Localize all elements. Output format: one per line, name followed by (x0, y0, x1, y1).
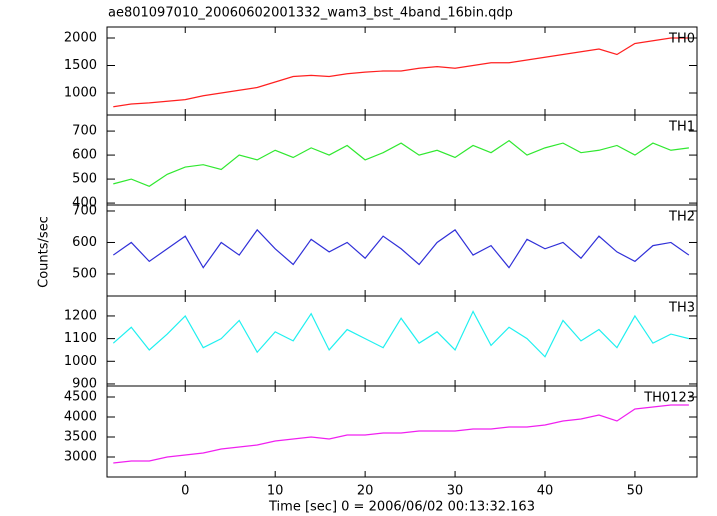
chart-title: ae801097010_20060602001332_wam3_bst_4ban… (108, 6, 513, 21)
light-curve (112, 310, 690, 358)
y-tick-label: 1000 (64, 86, 97, 101)
panel-label: TH2 (668, 210, 695, 225)
light-curve (113, 139, 689, 187)
x-tick-label: 10 (267, 484, 284, 499)
y-tick-label: 4000 (64, 410, 97, 425)
y-tick-label: 900 (72, 376, 97, 391)
panel-label: TH3 (668, 301, 695, 316)
panel-label: TH1 (668, 120, 695, 135)
y-tick-label: 1100 (64, 331, 97, 346)
y-tick-label: 600 (72, 235, 97, 250)
y-tick-label: 500 (72, 172, 97, 187)
y-tick-label: 700 (72, 203, 97, 218)
light-curve (112, 228, 690, 269)
y-tick-label: 400 (72, 196, 97, 211)
x-tick-label: 20 (357, 484, 374, 499)
panel-frame (106, 114, 698, 206)
y-tick-label: 1000 (64, 354, 97, 369)
y-axis-label: Counts/sec (37, 216, 52, 288)
y-tick-label: 3500 (64, 430, 97, 445)
panel-frame (106, 204, 698, 297)
panel-label: TH0123 (643, 391, 695, 406)
y-tick-label: 1500 (64, 58, 97, 73)
x-tick-label: 40 (537, 484, 554, 499)
x-axis-label: Time [sec] 0 = 2006/06/02 00:13:32.163 (268, 500, 535, 515)
panel-frame (106, 295, 698, 387)
y-tick-label: 600 (72, 148, 97, 163)
light-curve (113, 37, 689, 108)
y-tick-label: 500 (72, 266, 97, 281)
y-tick-label: 1200 (64, 308, 97, 323)
light-curve (113, 404, 689, 464)
y-tick-label: 3000 (64, 450, 97, 465)
x-tick-label: 30 (447, 484, 464, 499)
y-tick-label: 4500 (64, 390, 97, 405)
x-tick-label: 50 (627, 484, 644, 499)
panel-frame (106, 385, 698, 478)
y-tick-label: 2000 (64, 31, 97, 46)
y-tick-label: 700 (72, 124, 97, 139)
panel-label: TH0 (668, 32, 695, 47)
x-tick-label: 0 (181, 484, 189, 499)
